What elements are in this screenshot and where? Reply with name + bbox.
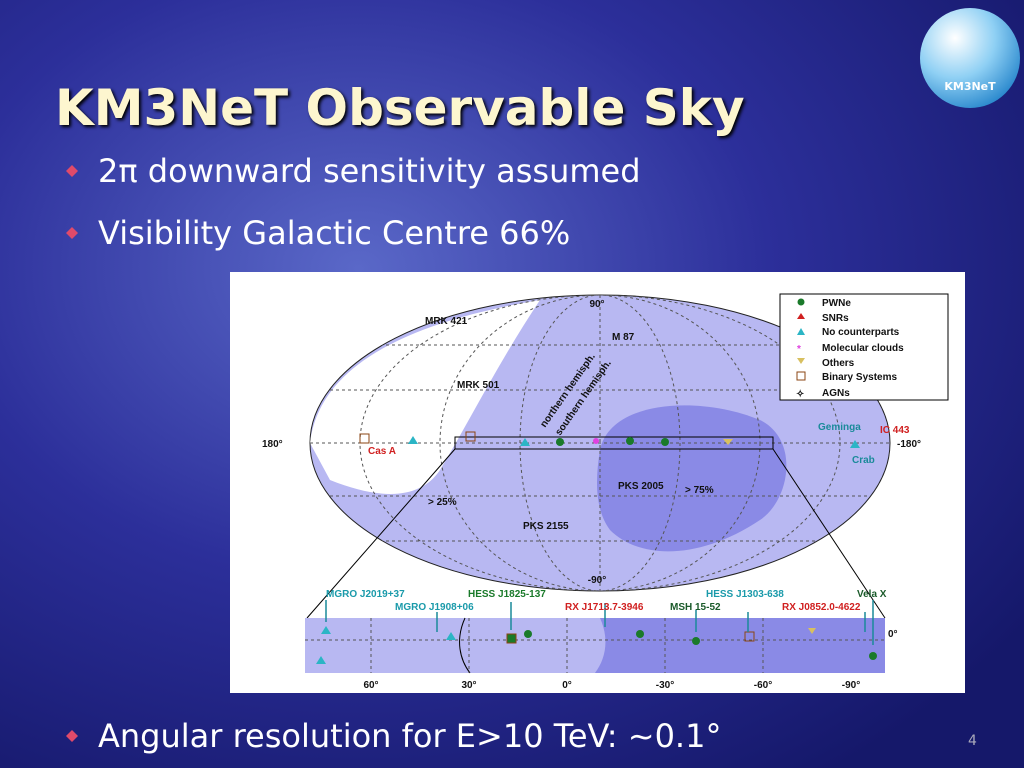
bullet-list: 2π downward sensitivity assumed Visibili…	[66, 152, 721, 755]
zoom-line	[772, 448, 886, 619]
legend-label: AGNs	[822, 388, 850, 399]
source-label: Geminga	[818, 422, 861, 433]
galactic-strip	[305, 600, 885, 674]
title: KM3NeT Observable Sky	[55, 79, 745, 137]
strip-source-label: RX J0852.0-4622	[782, 602, 861, 613]
bullet: 2π downward sensitivity assumed	[98, 152, 641, 190]
strip-source-label: HESS J1303-638	[706, 589, 784, 600]
invisible-region	[310, 300, 540, 494]
bullet-icon	[66, 730, 78, 742]
legend: * ✧ PWNe SNRs No counterparts Molecular …	[779, 293, 949, 401]
source-label: Cas A	[368, 446, 396, 457]
strip-longitude-label: 30°	[461, 680, 476, 691]
bullet: Angular resolution for E>10 TeV: ~0.1°	[98, 717, 721, 755]
legend-label: Molecular clouds	[822, 343, 904, 354]
bullet: Visibility Galactic Centre 66%	[98, 214, 570, 252]
source-label: Crab	[852, 455, 875, 466]
axis-label: -180°	[897, 439, 921, 450]
strip-source-label: MGRO J1908+06	[395, 602, 474, 613]
source-label: MRK 421	[425, 316, 468, 327]
high-visibility-region	[597, 405, 787, 552]
strip-longitude-label: -60°	[754, 680, 772, 691]
legend-label: PWNe	[822, 298, 851, 309]
strip-longitude-label: 60°	[363, 680, 378, 691]
axis-label: 90°	[589, 299, 604, 310]
figure: 90° 180° -180° -90° MRK 421 M 87 MRK 501…	[230, 272, 965, 693]
page-number: 4	[968, 733, 977, 749]
bullet-icon	[66, 165, 78, 177]
legend-label: Others	[822, 358, 855, 369]
strip-source-label: RX J1713.7-3946	[565, 602, 644, 613]
logo-text: KM3NeT	[944, 80, 996, 93]
strip-latitude-label: 0°	[888, 629, 898, 640]
strip-longitude-label: 0°	[562, 680, 572, 691]
svg-text:✧: ✧	[796, 389, 804, 400]
source-label: IC 443	[880, 425, 910, 436]
strip-longitude-label: -90°	[842, 680, 860, 691]
strip-source-label: MGRO J2019+37	[326, 589, 405, 600]
strip-source-label: HESS J1825-137	[468, 589, 546, 600]
legend-label: No counterparts	[822, 327, 900, 338]
axis-label: -90°	[588, 575, 606, 586]
visibility-label: > 75%	[685, 485, 714, 496]
legend-label: Binary Systems	[822, 372, 897, 383]
logo	[920, 8, 1020, 108]
plane-box	[454, 436, 774, 450]
strip-longitude-label: -30°	[656, 680, 674, 691]
zoom-line	[306, 448, 456, 619]
source-label: PKS 2155	[523, 521, 569, 532]
strip-source-label: Vela X	[857, 589, 887, 600]
legend-label: SNRs	[822, 313, 849, 324]
bullet-icon	[66, 227, 78, 239]
source-label: MRK 501	[457, 380, 500, 391]
strip-source-label: MSH 15-52	[670, 602, 721, 613]
visibility-label: > 25%	[428, 497, 457, 508]
source-label: PKS 2005	[618, 481, 664, 492]
source-label: M 87	[612, 332, 635, 343]
axis-label: 180°	[262, 439, 283, 450]
svg-text:*: *	[797, 344, 801, 355]
markers	[359, 431, 860, 448]
